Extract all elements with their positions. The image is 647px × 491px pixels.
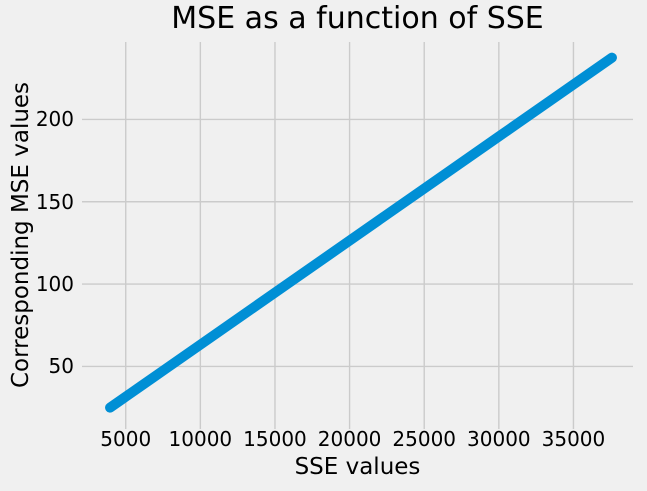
x-tick-label: 5000: [100, 427, 152, 451]
y-tick-label: 200: [35, 107, 74, 132]
x-tick-label: 15000: [243, 427, 307, 451]
y-tick-label: 150: [35, 189, 74, 214]
x-tick-label: 20000: [317, 427, 382, 451]
x-tick-label: 35000: [541, 427, 606, 451]
y-tick-label: 50: [48, 354, 74, 379]
y-tick-label: 100: [35, 272, 74, 297]
x-tick-label: 10000: [168, 427, 233, 451]
x-tick-label: 30000: [467, 427, 531, 451]
x-tick-label: 25000: [392, 427, 457, 451]
data-line: [105, 52, 617, 413]
chart-title: MSE as a function of SSE: [171, 1, 544, 36]
x-axis-label: SSE values: [294, 454, 421, 480]
